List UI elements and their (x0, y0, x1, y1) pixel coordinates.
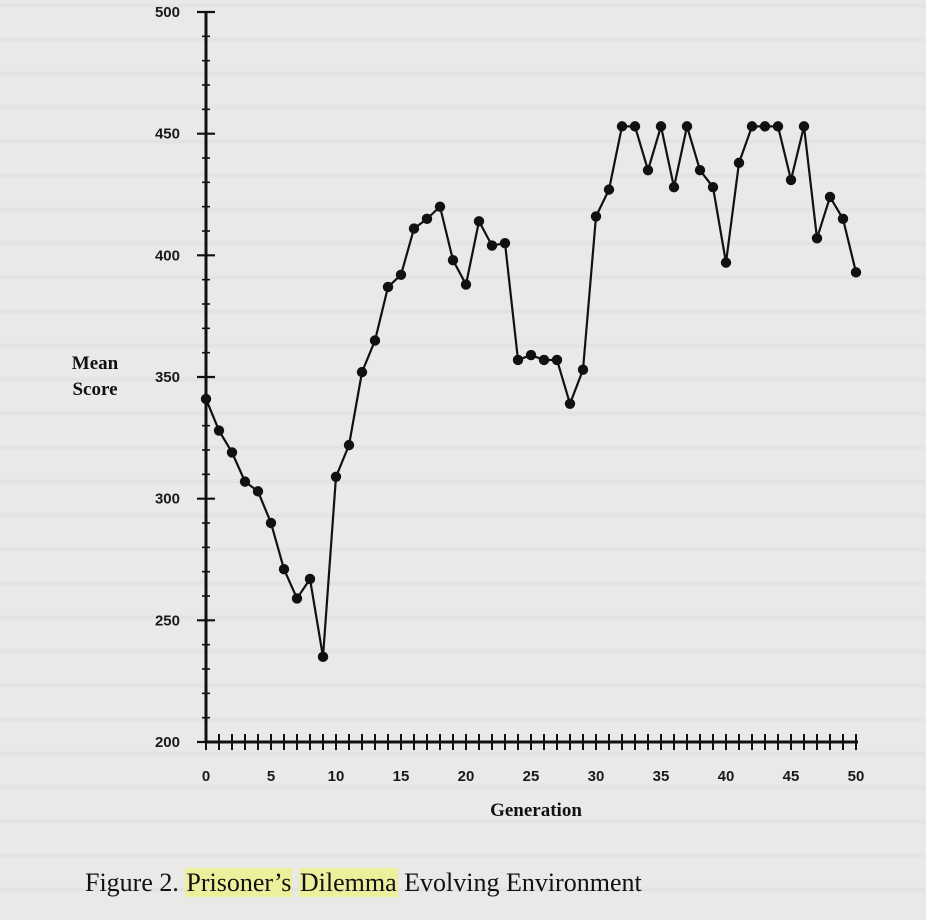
data-point (824, 191, 836, 203)
data-point (343, 439, 355, 451)
data-point (590, 211, 602, 222)
data-point (356, 366, 368, 378)
data-point (681, 121, 693, 132)
data-point (551, 354, 563, 366)
y-tick-label: 300 (155, 491, 180, 508)
data-point (460, 279, 472, 290)
x-tick-label: 50 (848, 768, 865, 785)
data-point (616, 121, 628, 132)
x-tick-label: 0 (202, 768, 210, 785)
data-point (785, 174, 797, 186)
data-point (720, 257, 732, 268)
x-tick-label: 15 (393, 768, 410, 785)
data-point (655, 121, 667, 132)
data-point (265, 517, 277, 529)
data-point (733, 157, 745, 169)
data-point (642, 164, 654, 176)
y-tick-label: 400 (155, 247, 180, 264)
series-line (204, 125, 858, 658)
data-point (226, 447, 238, 458)
data-point (629, 121, 641, 132)
data-point (200, 393, 212, 405)
x-tick-label: 20 (458, 768, 475, 785)
y-tick-label: 450 (155, 126, 180, 143)
y-tick-label: 500 (155, 4, 180, 21)
y-tick-label: 350 (155, 369, 180, 386)
data-point (512, 354, 524, 366)
data-point (837, 213, 849, 225)
x-tick-label: 10 (328, 768, 345, 785)
figure-caption: Figure 2. Prisoner’s Dilemma Evolving En… (85, 868, 642, 898)
caption-highlight-1: Prisoner’s (185, 868, 293, 897)
x-axis-title: Generation (490, 800, 582, 821)
x-tick-label: 5 (267, 768, 275, 785)
data-point (525, 349, 537, 361)
data-point (252, 486, 264, 497)
data-point (577, 364, 589, 375)
data-point (330, 471, 342, 482)
y-axis-title-line1: Mean (72, 353, 119, 374)
data-point (850, 267, 862, 278)
data-point (239, 476, 251, 487)
caption-rest: Evolving Environment (404, 868, 642, 897)
data-point (486, 240, 498, 251)
data-point (317, 651, 329, 663)
x-tick-label: 40 (718, 768, 735, 785)
data-point (395, 269, 407, 280)
data-point (811, 233, 823, 244)
data-point (213, 425, 225, 436)
x-tick-label: 35 (653, 768, 670, 785)
y-tick-label: 200 (155, 734, 180, 751)
data-point (278, 564, 290, 575)
data-point (408, 223, 420, 234)
data-point (707, 182, 719, 193)
data-point (694, 164, 706, 176)
data-point (668, 182, 680, 193)
data-point (473, 216, 485, 227)
line-chart: 200 250 300 350 400 450 500 0 5 10 15 20 25 30 35 40 45 5… (72, 4, 865, 821)
x-tick-label: 25 (523, 768, 540, 785)
data-point (434, 201, 446, 212)
chart-axes (197, 10, 858, 750)
x-tick-label: 45 (783, 768, 800, 785)
chart-labels: 200 250 300 350 400 450 500 0 5 10 15 20 25 30 35 40 45 5… (72, 4, 865, 821)
chart-marks (200, 121, 862, 663)
data-point (382, 281, 394, 293)
data-point (798, 121, 810, 132)
data-point (564, 398, 576, 409)
data-point (369, 335, 381, 346)
data-point (421, 213, 433, 225)
data-point (538, 354, 550, 366)
caption-prefix: Figure 2. (85, 868, 179, 897)
data-point (759, 121, 771, 132)
caption-highlight-2: Dilemma (298, 868, 398, 897)
data-point (772, 121, 784, 132)
data-point (447, 255, 459, 266)
data-point (746, 121, 758, 132)
y-axis-title-line2: Score (72, 379, 117, 400)
data-point (304, 573, 316, 585)
data-point (499, 237, 511, 249)
data-point (603, 184, 615, 195)
y-tick-label: 250 (155, 612, 180, 629)
x-tick-label: 30 (588, 768, 605, 785)
data-point (291, 593, 303, 604)
